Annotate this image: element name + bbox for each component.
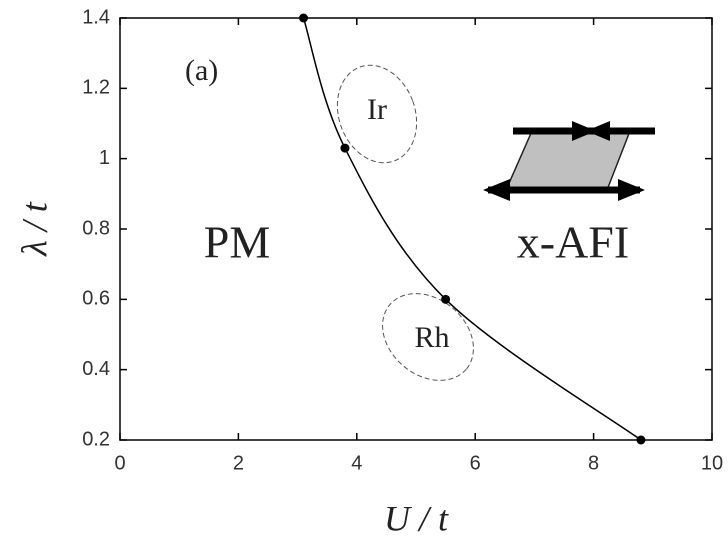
- rh-region: [382, 293, 474, 381]
- x-tick-label: 10: [701, 452, 723, 474]
- y-tick-label: 0.8: [82, 217, 110, 239]
- data-point: [340, 143, 350, 153]
- x-tick-label: 0: [114, 452, 125, 474]
- rh-label: Rh: [414, 321, 449, 354]
- ir-label: Ir: [367, 93, 387, 126]
- pm-label: PM: [204, 217, 270, 268]
- y-tick-label: 0.4: [82, 358, 110, 380]
- data-point: [299, 13, 309, 23]
- x-tick-label: 8: [588, 452, 599, 474]
- y-tick-label: 0.2: [82, 428, 110, 450]
- data-point: [441, 294, 451, 304]
- afi-label: x-AFI: [517, 217, 629, 268]
- x-tick-label: 6: [470, 452, 481, 474]
- data-point: [636, 435, 646, 445]
- y-tick-label: 1.4: [82, 6, 110, 28]
- y-tick-label: 1: [99, 147, 110, 169]
- x-tick-label: 4: [351, 452, 362, 474]
- y-tick-label: 0.6: [82, 288, 110, 310]
- y-tick-label: 1.2: [82, 77, 110, 99]
- panel-label: (a): [185, 54, 218, 87]
- x-tick-label: 2: [233, 452, 244, 474]
- ir-region: [336, 64, 418, 164]
- x-axis-title: U / t: [384, 498, 449, 538]
- phase-boundary: [302, 17, 642, 441]
- afi-icon: [483, 121, 655, 201]
- y-axis-title: λ / t: [14, 201, 54, 257]
